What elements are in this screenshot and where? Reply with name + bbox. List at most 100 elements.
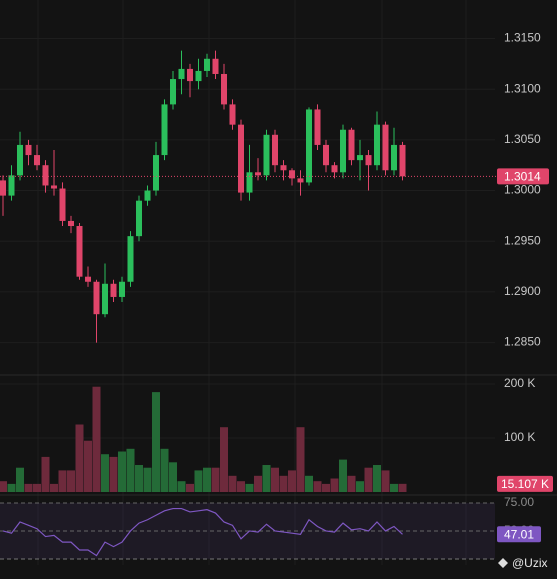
watermark: @Uzix (498, 556, 548, 570)
y-tick-label: 1.3100 (504, 81, 541, 95)
candle-body (178, 68, 185, 80)
volume-bar (84, 440, 92, 492)
candle-body (374, 124, 380, 166)
candle-body (272, 134, 278, 166)
last-volume-box (497, 475, 553, 492)
volume-bar (288, 470, 296, 492)
candle-body (255, 172, 261, 176)
candle-body (246, 172, 253, 193)
candle-body (357, 155, 363, 161)
candle-body (110, 283, 117, 297)
y-tick-label: 1.2900 (504, 284, 541, 298)
candle-body (221, 73, 227, 105)
volume-bar (220, 427, 228, 492)
volume-bar (296, 427, 305, 492)
volume-bar (398, 483, 407, 492)
volume-bar (186, 483, 194, 492)
volume-bar (109, 456, 118, 492)
candle-body (144, 190, 151, 201)
candle-body (399, 144, 406, 177)
candle-body (34, 155, 40, 166)
candle-body (331, 165, 338, 173)
volume-bar (237, 481, 245, 492)
last-price-box (497, 168, 549, 185)
rsi-line (2, 507, 403, 557)
candle-body (187, 68, 193, 82)
volume-bar (245, 483, 254, 492)
volume-bar (356, 481, 364, 492)
volume-bar (203, 467, 211, 492)
candle-body (229, 104, 236, 125)
candle-body (59, 188, 66, 221)
volume-bar (390, 483, 398, 492)
candle-body (119, 281, 125, 297)
candle-body (136, 200, 142, 237)
candle-body (297, 178, 304, 183)
candle-body (93, 281, 100, 315)
candle-body (17, 144, 23, 176)
candle-body (323, 144, 329, 166)
y-tick-label: 1.2950 (504, 233, 541, 247)
candle-body (170, 79, 176, 105)
candle-body (42, 165, 49, 186)
candle-body (85, 276, 91, 282)
volume-bar (313, 481, 322, 492)
volume-bar (177, 481, 186, 492)
volume-bar (254, 475, 262, 492)
y-tick-label: 1.3050 (504, 132, 541, 146)
volume-bar (339, 459, 347, 492)
candle-body (348, 129, 355, 161)
candle-body (195, 70, 202, 82)
volume-bar (135, 465, 143, 492)
y-tick-label: 75.00 (504, 495, 534, 509)
volume-bar (381, 470, 390, 492)
volume-bar (211, 467, 220, 492)
volume-bar (152, 392, 160, 492)
candle-body (51, 185, 57, 189)
volume-bar (16, 467, 24, 492)
candle-body (263, 134, 270, 176)
y-tick-label: 1.3150 (504, 31, 541, 45)
volume-bar (364, 467, 373, 492)
last-volume-label: 15.107 K (501, 477, 549, 491)
volume-bar (347, 475, 356, 492)
candle-body (340, 129, 346, 173)
candle-body (8, 175, 15, 196)
candle-body (153, 155, 159, 191)
volume-bar (58, 470, 67, 492)
volume-bar (118, 451, 126, 492)
candle-body (76, 226, 83, 277)
volume-bar (160, 448, 169, 492)
candle-body (204, 58, 210, 71)
watermark-text: @Uzix (512, 556, 548, 570)
candle-body (238, 124, 244, 193)
volume-bar (126, 448, 135, 492)
volume-bar (75, 424, 84, 492)
candle-body (68, 220, 74, 227)
rsi-value-box (497, 526, 541, 543)
candle-body (0, 180, 6, 196)
candle-body (289, 170, 295, 179)
volume-bar (0, 481, 7, 492)
candle-body (391, 144, 397, 171)
last-price-label: 1.3014 (504, 170, 541, 184)
rsi-value-label: 47.01 (504, 527, 534, 541)
volume-bar (373, 465, 381, 492)
candle-body (280, 165, 287, 171)
volume-bar (41, 456, 50, 492)
candle-body (212, 58, 219, 74)
volume-bar (33, 483, 41, 492)
volume-bar (322, 483, 330, 492)
candle-body (365, 155, 372, 166)
volume-bar (305, 475, 313, 492)
volume-bar (194, 470, 203, 492)
candle-body (161, 104, 168, 156)
volume-bar (169, 462, 177, 492)
volume-bar (24, 483, 33, 492)
candle-body (25, 144, 32, 156)
candle-body (127, 236, 134, 282)
volume-bar (330, 478, 339, 492)
candle-body (306, 109, 312, 183)
